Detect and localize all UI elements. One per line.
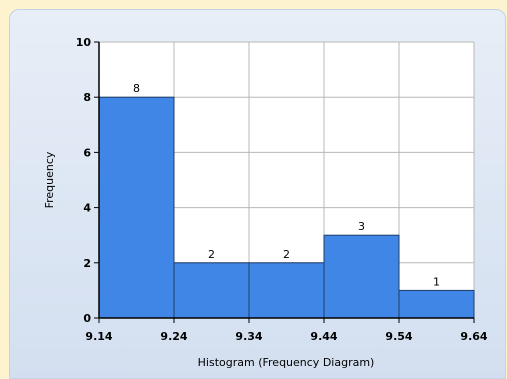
histogram-bar[interactable] xyxy=(323,234,400,319)
histogram-bar[interactable] xyxy=(98,96,175,319)
y-tick-label: 10 xyxy=(76,36,92,49)
histogram-bar[interactable] xyxy=(173,262,250,319)
bar-data-label: 2 xyxy=(208,248,215,261)
bar-data-label: 1 xyxy=(433,275,440,288)
x-tick-label: 9.14 xyxy=(85,330,112,343)
bar-data-label: 8 xyxy=(133,82,140,95)
bar-data-label: 2 xyxy=(283,248,290,261)
y-tick-label: 2 xyxy=(83,257,91,270)
histogram-bar[interactable] xyxy=(248,262,325,319)
histogram-bar[interactable] xyxy=(398,289,475,319)
y-tick-label: 6 xyxy=(83,146,91,159)
x-tick-label: 9.64 xyxy=(460,330,487,343)
y-tick-label: 4 xyxy=(83,202,91,215)
x-tick-label: 9.44 xyxy=(310,330,337,343)
x-tick-label: 9.54 xyxy=(385,330,412,343)
y-tick-label: 0 xyxy=(83,312,91,325)
x-axis-title: Histogram (Frequency Diagram) xyxy=(198,356,375,369)
bar-data-label: 3 xyxy=(358,220,365,233)
y-axis-title: Frequency xyxy=(43,151,56,208)
x-tick-label: 9.34 xyxy=(235,330,262,343)
y-tick-label: 8 xyxy=(83,91,91,104)
x-tick-label: 9.24 xyxy=(160,330,187,343)
